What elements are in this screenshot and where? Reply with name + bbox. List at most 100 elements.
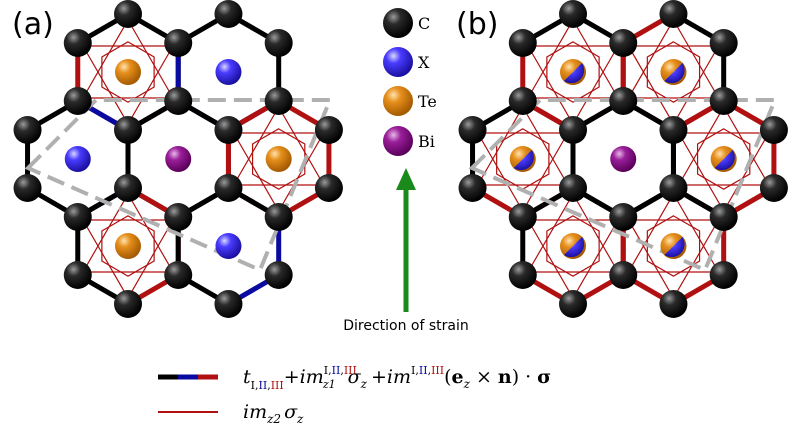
carbon-atom	[264, 29, 293, 57]
formula-line-1: tI,II,III+imI,II,III z1 σz +imI,II,III(ez × n…	[243, 364, 551, 392]
carbon-atom	[508, 261, 537, 289]
strain-arrow-head-icon	[396, 168, 416, 190]
carbon-atom	[314, 174, 343, 202]
carbon-atom	[63, 87, 92, 115]
carbon-atom	[114, 290, 142, 318]
carbon-atom	[214, 290, 243, 318]
mixed-adatom-x-half	[564, 63, 585, 84]
inner-hopping-triangle	[81, 45, 175, 126]
carbon-atom	[508, 203, 537, 231]
unit-cell-outline	[468, 98, 778, 273]
inner-hopping-triangle	[526, 192, 620, 273]
unit-cell-outline	[24, 98, 333, 273]
inner-hopping-hexagon	[546, 41, 600, 103]
inner-hopping-triangle	[627, 45, 720, 126]
strain-label: Direction of strain	[343, 318, 469, 334]
mixed-adatom-x-half	[714, 150, 735, 171]
strain-arrow: Direction of strain	[343, 168, 469, 334]
inner-hopping-triangle	[627, 18, 720, 99]
formula-line-2: imz2 σz	[243, 401, 304, 426]
legend-x-label: X	[418, 53, 430, 72]
carbon-atom	[214, 174, 243, 202]
legend-bi-label: Bi	[418, 132, 435, 151]
carbon-atom	[13, 116, 42, 144]
inner-hopping-triangle	[677, 132, 770, 213]
panel-b	[458, 0, 788, 318]
inner-hopping-triangle	[476, 132, 569, 213]
inner-hopping-hexagon	[251, 128, 306, 190]
inner-hopping-triangle	[677, 105, 770, 186]
legend-c-label: C	[418, 14, 430, 33]
x-adatom	[215, 59, 242, 85]
inner-hopping-triangle	[526, 45, 620, 126]
carbon-atom	[709, 261, 738, 289]
carbon-atom	[659, 174, 688, 202]
tellurium-atom-icon	[383, 86, 413, 116]
carbon-atom	[13, 174, 42, 202]
carbon-atom	[508, 87, 537, 115]
mixed-adatom-x-half	[513, 150, 534, 171]
carbon-atom	[63, 203, 92, 231]
inner-hopping-triangle	[526, 219, 620, 300]
carbon-atom	[559, 174, 587, 202]
carbon-atom	[559, 116, 587, 144]
carbon-atom	[609, 203, 638, 231]
inner-hopping-hexagon	[101, 215, 155, 277]
carbon-atom	[114, 0, 142, 28]
carbon-atom	[264, 203, 293, 231]
inner-hopping-triangle	[476, 105, 569, 186]
carbon-atom	[164, 87, 193, 115]
legend-te-label: Te	[418, 92, 437, 111]
inner-hopping-hexagon	[696, 128, 751, 190]
carbon-atom	[114, 116, 142, 144]
carbon-atom	[659, 290, 688, 318]
carbon-atom	[114, 174, 142, 202]
x-adatom	[64, 146, 91, 172]
x-atom-icon	[383, 47, 413, 77]
carbon-atom	[709, 29, 738, 57]
carbon-atom	[709, 203, 738, 231]
carbon-atom	[659, 0, 688, 28]
bi-adatom	[610, 146, 637, 172]
inner-hopping-triangle	[232, 105, 325, 186]
inner-hopping-hexagon	[546, 215, 600, 277]
carbon-atom	[264, 87, 293, 115]
carbon-atom	[164, 29, 193, 57]
x-adatom	[215, 233, 242, 259]
carbon-atom	[659, 116, 688, 144]
carbon-atom	[709, 87, 738, 115]
carbon-atom	[759, 116, 788, 144]
panel-a	[13, 0, 343, 318]
inner-hopping-hexagon	[646, 41, 701, 103]
carbon-atom	[314, 116, 343, 144]
panel-a-label: (a)	[12, 7, 54, 42]
carbon-atom	[164, 261, 193, 289]
carbon-atom	[214, 116, 243, 144]
te-adatom	[115, 59, 141, 85]
inner-hopping-hexagon	[101, 41, 155, 103]
inner-hopping-hexagon	[646, 215, 701, 277]
carbon-atom	[508, 29, 537, 57]
mixed-adatom-x-half	[664, 237, 685, 258]
inner-hopping-triangle	[81, 219, 175, 300]
te-adatom	[265, 146, 292, 172]
inner-hopping-triangle	[81, 18, 175, 99]
hopping-legend: tI,II,III+imI,II,III z1 σz +imI,II,III(ez × n…	[158, 364, 551, 426]
mixed-adatom-x-half	[564, 237, 585, 258]
inner-hopping-triangle	[526, 18, 620, 99]
carbon-atom	[63, 261, 92, 289]
bi-adatom	[165, 146, 192, 172]
bismuth-atom-icon	[383, 126, 413, 156]
carbon-atom	[458, 116, 487, 144]
atom-legend: C X Te Bi	[383, 8, 437, 156]
carbon-atom	[609, 29, 638, 57]
carbon-atom	[214, 0, 243, 28]
carbon-atom	[609, 261, 638, 289]
carbon-atom	[164, 203, 193, 231]
carbon-atom	[559, 0, 587, 28]
carbon-atom	[458, 174, 487, 202]
inner-hopping-triangle	[627, 192, 720, 273]
panel-b-label: (b)	[456, 7, 498, 42]
inner-hopping-triangle	[627, 219, 720, 300]
mixed-adatom-x-half	[664, 63, 685, 84]
